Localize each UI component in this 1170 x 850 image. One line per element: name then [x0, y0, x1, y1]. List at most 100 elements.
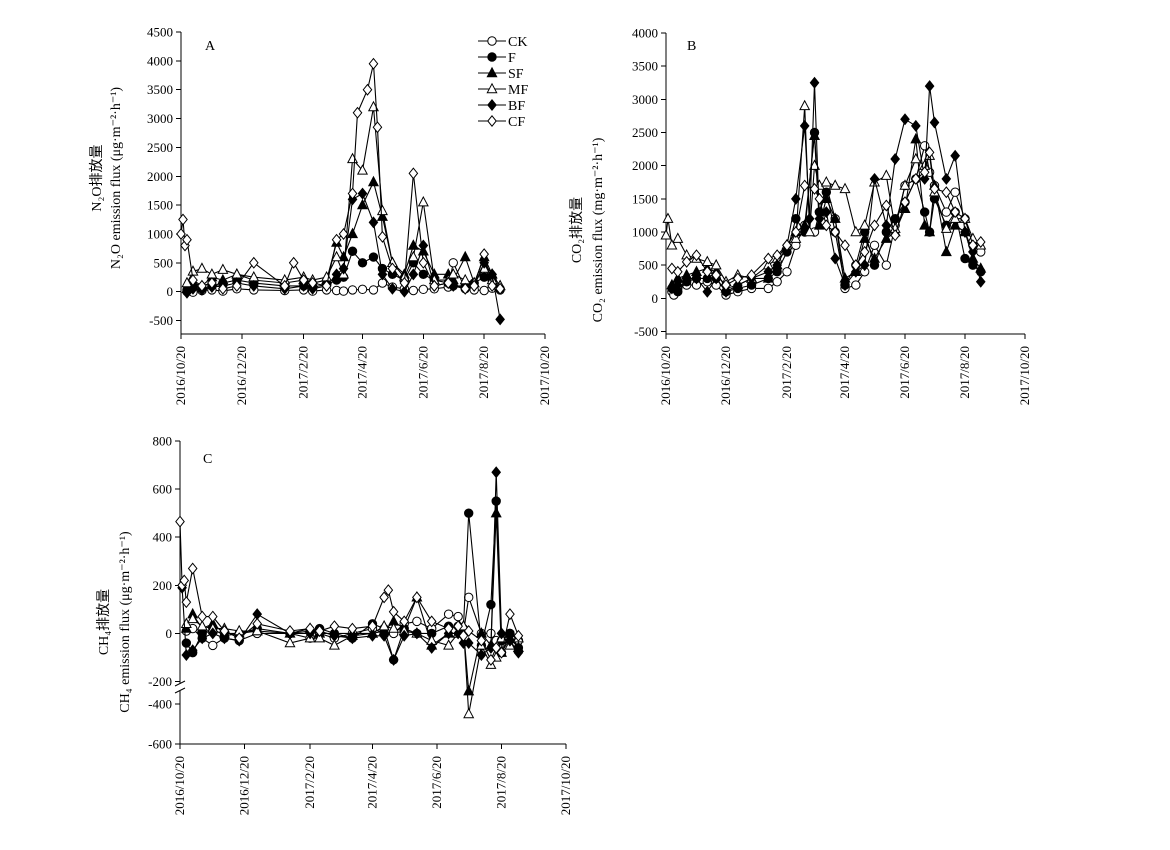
data-point [924, 225, 936, 237]
data-point [338, 250, 350, 262]
data-point [880, 232, 892, 243]
data-point [869, 240, 880, 250]
data-point [721, 285, 731, 298]
x-tick-label: 2016/10/20 [172, 756, 187, 815]
data-point [479, 285, 489, 296]
data-point [820, 192, 832, 204]
y-axis-label-en: N₂O emission flux (μg·m⁻²·h⁻¹) [109, 87, 124, 269]
series-line-cf [180, 63, 501, 290]
data-point [399, 285, 410, 298]
legend-label: MF [508, 83, 528, 98]
data-point [820, 175, 832, 187]
data-point [869, 172, 880, 185]
data-point [426, 615, 437, 628]
data-point [513, 646, 524, 659]
data-point [331, 268, 342, 281]
series-line-sf [185, 513, 519, 692]
data-point [347, 622, 358, 635]
y-tick-label: 0 [167, 284, 174, 299]
data-point [919, 166, 930, 179]
data-point [219, 624, 230, 637]
data-point [814, 212, 825, 225]
data-point [399, 615, 410, 628]
data-point [388, 653, 399, 666]
data-point [347, 246, 358, 256]
axes: -500 0 500 1000 1500 2000 2500 3000 3500 4000 2016… [632, 26, 1032, 406]
data-point [691, 272, 702, 285]
data-point [910, 152, 922, 164]
data-point [305, 622, 315, 635]
data-point [900, 113, 910, 126]
x-tick-label: 2017/8/20 [476, 346, 491, 399]
data-point [426, 641, 437, 654]
data-point [940, 245, 952, 257]
y-tick-label: 3000 [147, 111, 173, 126]
data-point [338, 286, 349, 296]
data-point [321, 279, 332, 292]
data-point [941, 207, 952, 217]
data-point [412, 591, 422, 604]
data-point [763, 283, 773, 294]
data-point [176, 227, 186, 240]
data-point [496, 627, 507, 640]
y-tick-label: -500 [634, 324, 658, 339]
data-point [197, 632, 208, 645]
x-tick-label: 2017/6/20 [897, 346, 912, 399]
data-point [950, 206, 961, 219]
data-point [387, 282, 398, 295]
y-tick-label: 3500 [632, 59, 658, 74]
data-point [880, 169, 892, 180]
y-tick-label: 4000 [632, 26, 658, 41]
data-point [772, 277, 782, 287]
data-point [251, 624, 263, 636]
data-point [279, 279, 290, 292]
data-point [376, 210, 388, 221]
data-point [463, 624, 474, 637]
data-point [960, 212, 970, 225]
data-point [357, 258, 368, 268]
panel-letter: C [203, 452, 212, 467]
data-point [790, 192, 801, 205]
data-point [790, 226, 801, 238]
y-tick-label: 500 [639, 258, 659, 273]
data-point [804, 225, 816, 237]
data-point [850, 259, 861, 272]
y-axis-label-en: CO₂ emission flux (mg·m⁻²·h⁻¹) [591, 137, 606, 322]
panel-a: -500 0 500 1000 1500 2000 2500 3000 3500 4000 4500… [89, 25, 552, 406]
data-point [681, 272, 692, 285]
data-point [181, 649, 192, 662]
x-tick-label: 2016/12/20 [718, 346, 733, 405]
y-tick-label: 200 [153, 578, 173, 593]
data-point [929, 182, 940, 195]
x-tick-label: 2016/10/20 [173, 346, 188, 405]
data-point [830, 252, 841, 265]
data-point [463, 637, 474, 650]
data-point [772, 259, 782, 272]
data-point [821, 219, 832, 232]
data-point [346, 152, 359, 164]
data-point [899, 179, 911, 190]
data-point [459, 250, 471, 262]
data-point [347, 285, 358, 295]
data-point [367, 620, 378, 633]
legend-marker [487, 115, 497, 127]
data-point [804, 212, 815, 225]
data-point [197, 279, 207, 292]
y-tick-label: 1000 [632, 225, 658, 240]
data-point [464, 508, 474, 518]
data-point [681, 255, 692, 268]
data-point [367, 629, 378, 642]
y-tick-label: 2500 [147, 140, 173, 155]
data-point [809, 182, 820, 195]
data-point [839, 182, 851, 194]
data-point [399, 629, 410, 642]
data-point [377, 268, 388, 281]
data-point [207, 610, 218, 623]
data-point [975, 262, 987, 273]
axis-break-mark [174, 687, 186, 694]
x-tick-label: 2017/2/20 [302, 756, 317, 809]
legend-item-ck: CK [478, 35, 527, 50]
data-point [840, 279, 850, 292]
legend-marker [487, 52, 497, 62]
data-point [447, 268, 459, 279]
